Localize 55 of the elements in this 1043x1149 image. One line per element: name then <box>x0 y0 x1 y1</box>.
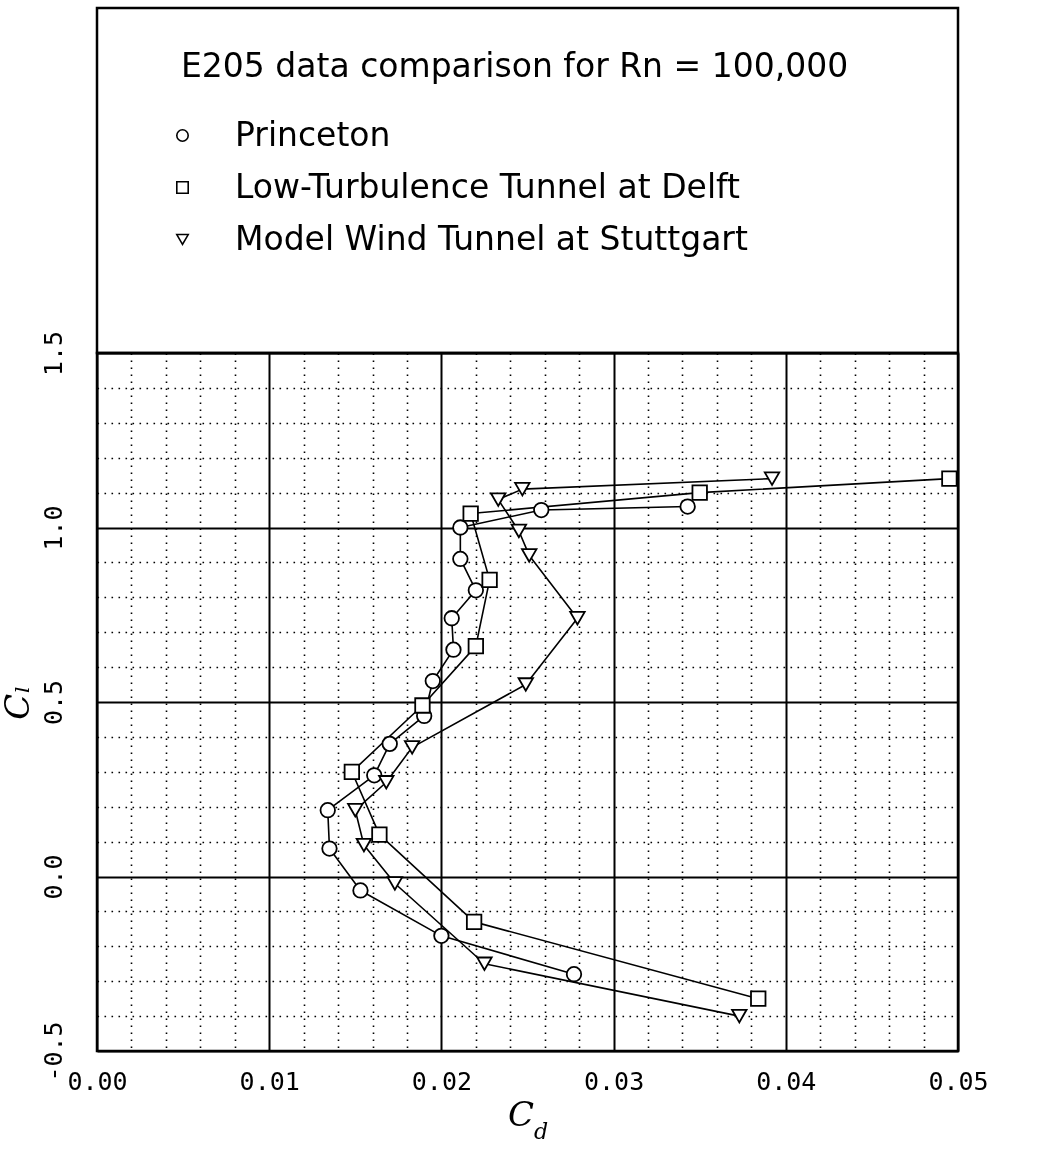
chart-title: E205 data comparison for Rn = 100,000 <box>181 45 849 85</box>
point <box>452 550 469 568</box>
x-tick-label: 0.02 <box>411 1066 473 1096</box>
x-axis-title: C$_{d}$ <box>507 1093 549 1144</box>
point <box>763 471 781 486</box>
point <box>462 505 479 522</box>
point <box>347 803 364 818</box>
point <box>514 481 531 497</box>
point <box>569 611 586 626</box>
point <box>510 523 528 539</box>
point <box>321 840 338 857</box>
y-axis-title: Cₗ <box>0 685 37 720</box>
point <box>355 837 373 853</box>
point <box>443 610 460 627</box>
legend-label: Princeton <box>235 114 391 154</box>
point <box>452 519 469 536</box>
point <box>941 470 958 487</box>
point <box>476 956 493 971</box>
point <box>424 672 441 690</box>
point <box>319 802 336 819</box>
x-tick-label: 0.04 <box>756 1066 817 1096</box>
point <box>343 763 360 780</box>
point <box>521 548 538 563</box>
legend-label: Low-Turbulence Tunnel at Delft <box>235 166 741 206</box>
y-tick-label: 0.0 <box>38 854 68 900</box>
point <box>352 882 369 899</box>
y-tick-label: 0.5 <box>38 679 68 726</box>
point <box>465 913 483 931</box>
point <box>378 775 395 790</box>
y-tick-label: -0.5 <box>38 1021 68 1082</box>
point <box>731 1008 748 1024</box>
point <box>414 697 431 714</box>
point <box>467 582 484 599</box>
y-tick-label: 1.5 <box>38 330 68 377</box>
x-tick-label: 0.03 <box>583 1066 645 1096</box>
x-tick-label: 0.00 <box>67 1066 128 1096</box>
point <box>403 740 421 755</box>
point <box>679 498 696 515</box>
point <box>445 641 462 658</box>
point <box>517 677 534 692</box>
x-tick-label: 0.05 <box>928 1066 989 1096</box>
point <box>533 501 550 519</box>
legend-label: Model Wind Tunnel at Stuttgart <box>235 218 748 258</box>
point <box>386 876 404 891</box>
point <box>371 826 388 843</box>
y-tick-label: 1.0 <box>38 505 68 551</box>
point <box>481 571 498 588</box>
point <box>366 767 383 784</box>
point <box>691 484 708 501</box>
point <box>750 990 767 1007</box>
point <box>433 927 450 944</box>
point <box>381 735 398 753</box>
point <box>467 638 484 655</box>
point <box>490 492 507 507</box>
x-tick-label: 0.01 <box>239 1066 300 1096</box>
